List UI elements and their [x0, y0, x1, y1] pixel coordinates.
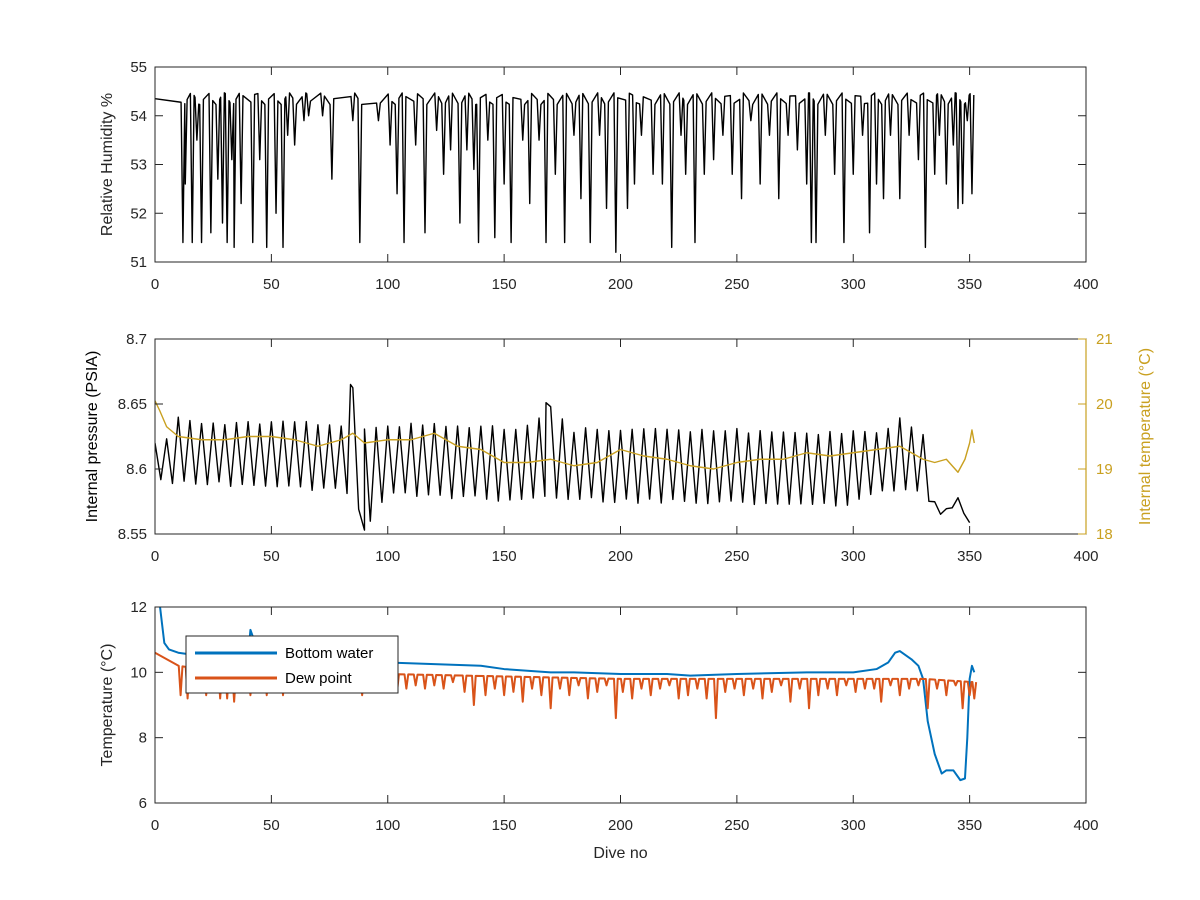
x-tick-label: 400 — [1073, 276, 1098, 293]
x-tick-label: 300 — [841, 548, 866, 565]
y-tick-label: 6 — [139, 795, 147, 812]
x-tick-label: 0 — [151, 817, 159, 834]
x-tick-label: 150 — [492, 817, 517, 834]
y-tick-label: 8.55 — [118, 526, 147, 543]
y-tick-label: 8.7 — [126, 331, 147, 348]
x-tick-label: 100 — [375, 817, 400, 834]
y2-tick-label: 20 — [1096, 396, 1113, 413]
y-tick-label: 51 — [130, 254, 147, 271]
x-tick-label: 350 — [957, 548, 982, 565]
x-tick-label: 0 — [151, 548, 159, 565]
series-line-1 — [155, 383, 971, 531]
x-tick-label: 200 — [608, 276, 633, 293]
x-tick-label: 100 — [375, 548, 400, 565]
x-tick-label: 350 — [957, 276, 982, 293]
y-tick-label: 53 — [130, 157, 147, 174]
x-tick-label: 300 — [841, 276, 866, 293]
plot-area — [155, 383, 975, 531]
x-tick-label: 100 — [375, 276, 400, 293]
legend-label-2: Dew point — [285, 670, 353, 687]
panel-2: 0 50 100 150 200 250 300 350 400 8.55 8.6 8.65 8.7 18… — [84, 331, 1154, 565]
x-tick-label: 400 — [1073, 548, 1098, 565]
y2-tick-label: 21 — [1096, 331, 1113, 348]
legend-label-1: Bottom water — [285, 645, 373, 662]
x-tick-label: 150 — [492, 276, 517, 293]
y-tick-label: 8.6 — [126, 461, 147, 478]
x-tick-label: 250 — [724, 548, 749, 565]
x-tick-label: 250 — [724, 817, 749, 834]
y2-tick-label: 19 — [1096, 461, 1113, 478]
y-tick-label: 10 — [130, 664, 147, 681]
legend: Bottom water Dew point — [185, 635, 399, 694]
plot-area — [155, 92, 975, 253]
y-tick-label: 8 — [139, 730, 147, 747]
panel-3: 0 50 100 150 200 250 300 350 400 6 8 10 12 Temperatur… — [99, 599, 1099, 862]
y2-axis-title: Internal temperature (°C) — [1137, 348, 1154, 525]
y-axis-title: Temperature (°C) — [99, 644, 116, 767]
panel-1: 0 50 100 150 200 250 300 350 400 51 52 53 54 55 Relati… — [99, 59, 1099, 293]
y-tick-label: 12 — [130, 599, 147, 616]
y-tick-label: 52 — [130, 205, 147, 222]
x-tick-label: 50 — [263, 817, 280, 834]
legend-box — [185, 635, 399, 694]
x-tick-label: 400 — [1073, 817, 1098, 834]
y2-tick-label: 18 — [1096, 526, 1113, 543]
x-tick-label: 50 — [263, 276, 280, 293]
y-tick-label: 54 — [130, 108, 147, 125]
x-tick-label: 150 — [492, 548, 517, 565]
x-tick-label: 0 — [151, 276, 159, 293]
y-axis-title: Relative Humidity % — [99, 93, 116, 236]
x-axis-title: Dive no — [593, 845, 647, 862]
series-line-2 — [155, 400, 975, 473]
y-tick-label: 8.65 — [118, 396, 147, 413]
x-tick-label: 300 — [841, 817, 866, 834]
x-tick-label: 50 — [263, 548, 280, 565]
x-tick-label: 200 — [608, 548, 633, 565]
series-line-1 — [155, 92, 975, 253]
y-axis-title: Internal pressure (PSIA) — [84, 351, 101, 523]
y-tick-label: 55 — [130, 59, 147, 76]
x-tick-label: 350 — [957, 817, 982, 834]
x-tick-label: 250 — [724, 276, 749, 293]
x-tick-label: 200 — [608, 817, 633, 834]
